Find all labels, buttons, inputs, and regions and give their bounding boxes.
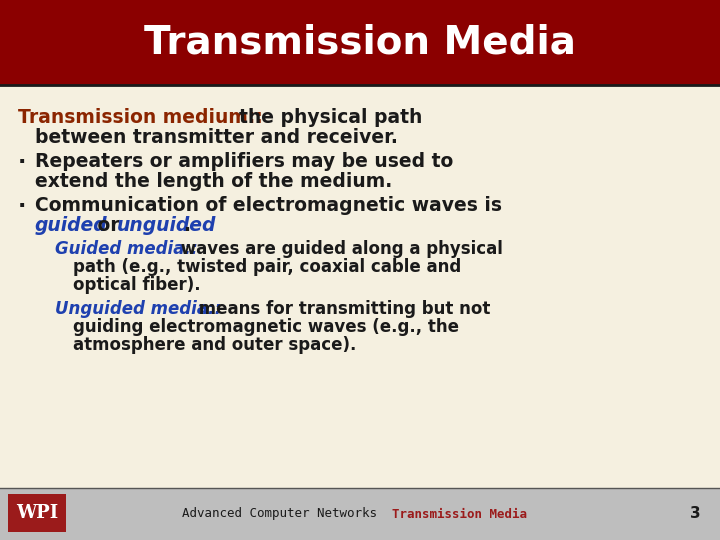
Text: Guided media::: Guided media:: xyxy=(55,240,198,258)
FancyBboxPatch shape xyxy=(0,0,720,85)
Text: Transmission Media: Transmission Media xyxy=(392,508,528,521)
Text: ·: · xyxy=(18,152,27,172)
Text: guiding electromagnetic waves (e.g., the: guiding electromagnetic waves (e.g., the xyxy=(73,318,459,336)
Text: Unguided media::: Unguided media:: xyxy=(55,300,221,318)
Text: Communication of electromagnetic waves is: Communication of electromagnetic waves i… xyxy=(35,196,502,215)
Text: atmosphere and outer space).: atmosphere and outer space). xyxy=(73,336,356,354)
Text: waves are guided along a physical: waves are guided along a physical xyxy=(175,240,503,258)
Text: ·: · xyxy=(18,196,27,216)
Text: extend the length of the medium.: extend the length of the medium. xyxy=(35,172,392,191)
FancyBboxPatch shape xyxy=(0,488,720,540)
Text: or: or xyxy=(91,216,126,235)
Text: Transmission medium::: Transmission medium:: xyxy=(18,108,263,127)
FancyBboxPatch shape xyxy=(8,494,66,532)
Text: Repeaters or amplifiers may be used to: Repeaters or amplifiers may be used to xyxy=(35,152,454,171)
Text: WPI: WPI xyxy=(16,504,58,522)
Text: 3: 3 xyxy=(690,507,701,522)
Text: between transmitter and receiver.: between transmitter and receiver. xyxy=(35,128,398,147)
Text: path (e.g., twisted pair, coaxial cable and: path (e.g., twisted pair, coaxial cable … xyxy=(73,258,462,276)
Text: .: . xyxy=(183,216,190,235)
Text: Transmission Media: Transmission Media xyxy=(144,24,576,62)
Text: means for transmitting but not: means for transmitting but not xyxy=(193,300,490,318)
Text: optical fiber).: optical fiber). xyxy=(73,276,201,294)
Text: the physical path: the physical path xyxy=(226,108,423,127)
Text: Advanced Computer Networks: Advanced Computer Networks xyxy=(182,508,377,521)
Text: unguided: unguided xyxy=(117,216,217,235)
Text: guided: guided xyxy=(35,216,107,235)
